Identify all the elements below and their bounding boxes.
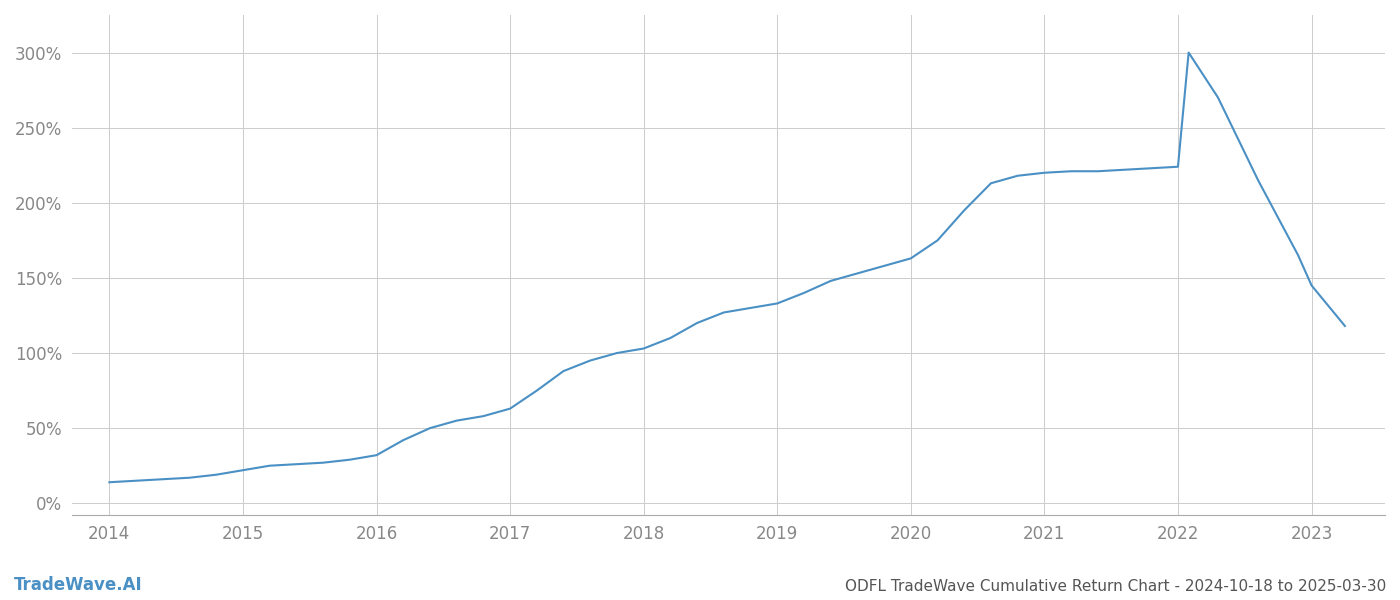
Text: ODFL TradeWave Cumulative Return Chart - 2024-10-18 to 2025-03-30: ODFL TradeWave Cumulative Return Chart -…	[844, 579, 1386, 594]
Text: TradeWave.AI: TradeWave.AI	[14, 576, 143, 594]
